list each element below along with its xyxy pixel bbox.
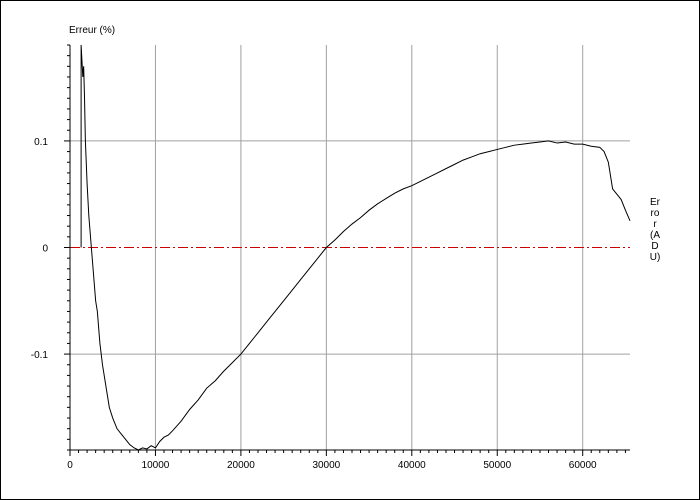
tick-labels-layer: 0 10000 20000 30000 40000 50000 60000 0.1 0 -0.1 — [31, 137, 597, 471]
error-curve — [80, 44, 631, 451]
y-tick-label: -0.1 — [31, 350, 49, 361]
y-axis-label: Erreur (%) — [69, 25, 116, 36]
x-tick-label: 0 — [67, 460, 73, 471]
right-axis-label: Error (ADU) — [649, 197, 661, 263]
series-layer — [80, 44, 631, 451]
ticks-layer — [64, 44, 626, 456]
x-tick-label: 50000 — [483, 460, 511, 471]
x-tick-label: 30000 — [312, 460, 340, 471]
x-tick-label: 60000 — [569, 460, 597, 471]
x-tick-label: 20000 — [227, 460, 255, 471]
x-tick-label: 10000 — [142, 460, 170, 471]
y-tick-label: 0.1 — [34, 137, 48, 148]
y-tick-label: 0 — [42, 244, 48, 255]
x-tick-label: 40000 — [398, 460, 426, 471]
